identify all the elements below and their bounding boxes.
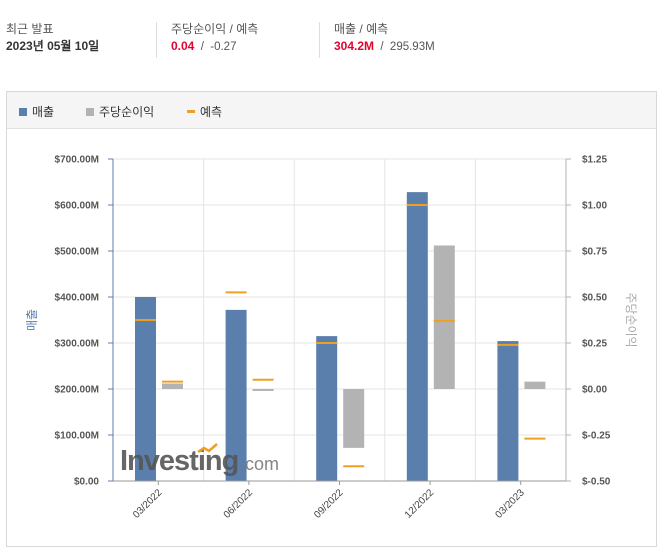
- left-tick-label: $0.00: [74, 477, 99, 488]
- legend-label-revenue: 매출: [32, 105, 55, 119]
- left-tick-label: $200.00M: [55, 385, 99, 396]
- left-tick-label: $400.00M: [55, 293, 99, 304]
- x-tick-label: 09/2022: [312, 487, 346, 521]
- watermark-suffix: .com: [240, 454, 279, 474]
- watermark-brand: Investing: [120, 445, 238, 477]
- latest-release-date: 2023년 05월 10일: [6, 39, 100, 53]
- eps-forecast: -0.27: [210, 41, 237, 53]
- revenue-summary: 매출 / 예측 304.2M / 295.93M: [334, 22, 435, 54]
- latest-release-label: 최근 발표: [6, 22, 54, 36]
- x-tick-label: 03/2022: [131, 487, 165, 521]
- right-tick-label: $1.00: [582, 201, 607, 212]
- legend-label-forecast: 예측: [200, 105, 223, 119]
- eps-actual: 0.04: [171, 39, 195, 53]
- divider: [156, 22, 157, 58]
- x-tick-label: 03/2023: [493, 487, 527, 521]
- right-tick-label: $-0.25: [582, 431, 611, 442]
- left-tick-label: $600.00M: [55, 201, 99, 212]
- legend-swatch-forecast: [187, 110, 195, 113]
- eps-slash: /: [200, 41, 204, 53]
- x-tick-label: 12/2022: [403, 487, 437, 521]
- revenue-bar[interactable]: [135, 297, 156, 481]
- right-tick-label: $0.75: [582, 247, 607, 258]
- x-tick-label: 06/2022: [222, 487, 256, 521]
- left-tick-label: $500.00M: [55, 247, 99, 258]
- legend-item-revenue[interactable]: 매출: [19, 103, 54, 120]
- latest-release: 최근 발표 2023년 05월 10일: [6, 22, 99, 53]
- left-axis-title: 매출: [25, 309, 39, 331]
- eps-bar[interactable]: [343, 389, 365, 448]
- right-tick-label: $-0.50: [582, 477, 611, 488]
- revenue-slash: /: [380, 41, 384, 53]
- earnings-chart-panel: 매출 주당순이익 예측: [6, 91, 657, 547]
- eps-bar[interactable]: [433, 245, 455, 389]
- legend-item-eps[interactable]: 주당순이익: [86, 103, 154, 120]
- left-tick-label: $700.00M: [55, 155, 99, 166]
- right-tick-label: $0.50: [582, 293, 607, 304]
- investing-watermark: Investing .com: [120, 443, 279, 477]
- revenue-bar[interactable]: [316, 336, 338, 481]
- eps-label: 주당순이익 / 예측: [171, 22, 259, 36]
- earnings-summary: 최근 발표 2023년 05월 10일 주당순이익 / 예측 0.04 / -0…: [0, 0, 661, 70]
- eps-summary: 주당순이익 / 예측 0.04 / -0.27: [171, 22, 258, 54]
- right-tick-label: $0.00: [582, 385, 607, 396]
- divider: [319, 22, 320, 58]
- right-tick-label: $1.25: [582, 155, 607, 166]
- revenue-bar[interactable]: [406, 192, 428, 481]
- right-tick-label: $0.25: [582, 339, 607, 350]
- watermark-chart-icon: [197, 443, 218, 454]
- revenue-actual: 304.2M: [334, 39, 375, 53]
- eps-bar[interactable]: [162, 383, 183, 389]
- revenue-forecast: 295.93M: [389, 41, 435, 53]
- eps-bar[interactable]: [252, 389, 274, 391]
- revenue-bar[interactable]: [225, 309, 247, 481]
- legend-item-forecast[interactable]: 예측: [187, 103, 222, 120]
- eps-bar[interactable]: [524, 381, 546, 389]
- legend-swatch-eps: [86, 107, 94, 116]
- revenue-bar[interactable]: [497, 341, 519, 481]
- legend-label-eps: 주당순이익: [99, 105, 155, 119]
- chart-legend: 매출 주당순이익 예측: [7, 92, 656, 129]
- right-axis-title: 주당순이익: [624, 292, 638, 347]
- revenue-label: 매출 / 예측: [334, 22, 389, 36]
- legend-swatch-revenue: [19, 107, 27, 116]
- left-tick-label: $300.00M: [55, 339, 99, 350]
- left-tick-label: $100.00M: [55, 431, 99, 442]
